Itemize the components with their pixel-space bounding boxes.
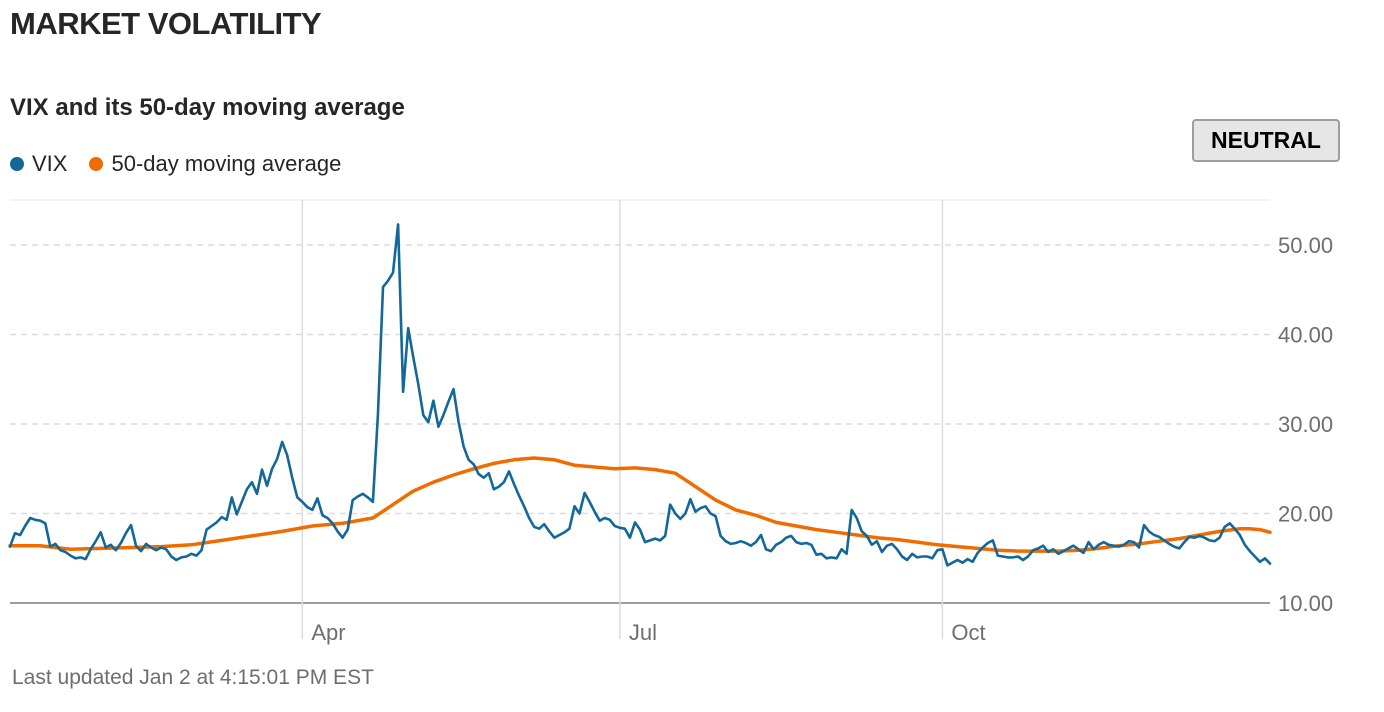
moving-average-legend-dot-icon [89,157,104,171]
y-tick-label: 50.00 [1278,233,1333,258]
chart-legend: VIX 50-day moving average [10,151,363,177]
y-tick-label: 30.00 [1278,412,1333,437]
page-title: MARKET VOLATILITY [10,6,322,41]
last-updated-text: Last updated Jan 2 at 4:15:01 PM EST [12,666,374,689]
tick-layer: 10.00 20.00 30.00 40.00 50.00 Apr Jul Oct [311,233,1333,645]
vix-series-line [8,223,1272,567]
y-tick-label: 20.00 [1278,502,1333,527]
moving-average-series-line [8,456,1272,553]
legend-label-vix: VIX [32,151,68,176]
legend-label-moving-average: 50-day moving average [111,151,342,176]
legend-item-moving-average[interactable]: 50-day moving average [89,151,341,177]
series-layer [8,223,1272,567]
sentiment-badge: NEUTRAL [1192,119,1340,162]
chart-subtitle: VIX and its 50-day moving average [10,94,405,121]
legend-item-vix[interactable]: VIX [10,151,67,177]
y-tick-label: 10.00 [1278,591,1333,616]
x-tick-label: Apr [311,620,345,645]
vix-legend-dot-icon [10,157,24,171]
x-tick-label: Jul [629,620,657,645]
x-tick-label: Oct [951,620,985,645]
vix-chart[interactable]: 10.00 20.00 30.00 40.00 50.00 Apr Jul Oct [0,190,1384,650]
grid-layer [10,199,1270,639]
y-tick-label: 40.00 [1278,323,1333,348]
